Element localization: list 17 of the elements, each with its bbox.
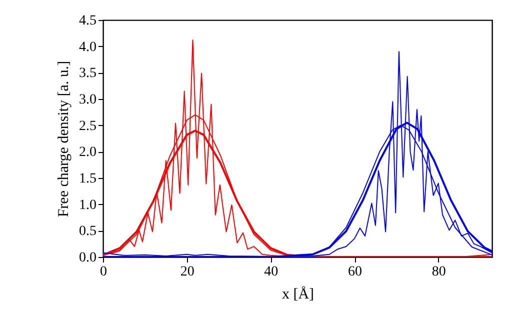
y-tick-label: 4.0: [79, 40, 96, 55]
y-axis-title: Free charge density [a. u.]: [56, 60, 72, 218]
x-tick-label: 60: [348, 264, 362, 280]
x-tick-label: 80: [432, 264, 446, 280]
y-tick-label: 2.5: [79, 118, 96, 134]
y-tick-label: 4.5: [79, 14, 96, 28]
x-axis-title: x [Å]: [282, 286, 314, 302]
y-tick-label: 3.5: [79, 66, 96, 82]
y-tick-label: 0.5: [79, 224, 96, 240]
y-tick-label: 0.0: [79, 250, 96, 266]
y-tick-label: 3.0: [79, 92, 96, 108]
x-tick-label: 0: [100, 264, 107, 280]
y-tick-label: 2.0: [79, 145, 96, 160]
x-tick-label: 40: [264, 264, 278, 280]
y-tick-label: 1.0: [79, 198, 96, 213]
x-tick-label: 20: [180, 264, 194, 280]
y-tick-label: 1.5: [79, 172, 96, 186]
